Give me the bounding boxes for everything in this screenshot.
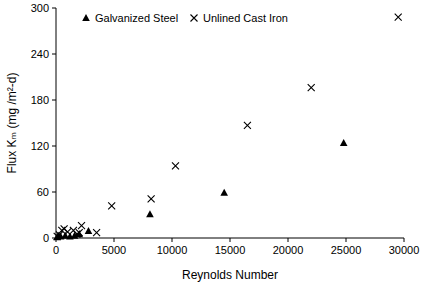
point bbox=[64, 228, 71, 235]
legend-marker bbox=[191, 15, 198, 22]
x-tick bbox=[346, 238, 347, 242]
point bbox=[54, 233, 61, 240]
point bbox=[58, 227, 65, 234]
legend-label: Unlined Cast Iron bbox=[203, 12, 288, 24]
x-tick bbox=[172, 238, 173, 242]
y-axis-label: Flux Kₘ (mg /m²-d) bbox=[5, 73, 19, 174]
x-axis-label: Reynolds Number bbox=[182, 268, 278, 282]
point bbox=[308, 84, 315, 91]
y-tick bbox=[52, 54, 56, 55]
point bbox=[93, 229, 100, 236]
x-tick-label: 15000 bbox=[215, 244, 246, 256]
x-tick bbox=[230, 238, 231, 242]
point bbox=[76, 229, 83, 236]
x-tick-label: 20000 bbox=[273, 244, 304, 256]
legend: Galvanized Steel Unlined Cast Iron bbox=[82, 12, 288, 24]
point bbox=[73, 231, 80, 238]
x-tick-label: 25000 bbox=[331, 244, 362, 256]
x-tick-label: 10000 bbox=[157, 244, 188, 256]
y-tick-label: 240 bbox=[31, 48, 49, 60]
chart-container: 0 5000 10000 15000 20000 25000 30000 0 60 120 180 2… bbox=[0, 0, 429, 286]
chart-svg: 0 5000 10000 15000 20000 25000 30000 0 60 120 180 2… bbox=[0, 0, 429, 286]
y-tick-label: 60 bbox=[37, 186, 49, 198]
x-tick-label: 5000 bbox=[102, 244, 126, 256]
series-0 bbox=[53, 139, 347, 240]
point bbox=[146, 210, 154, 217]
point bbox=[340, 139, 348, 146]
y-axis bbox=[56, 8, 57, 238]
y-tick-label: 300 bbox=[31, 2, 49, 14]
legend-label: Galvanized Steel bbox=[95, 12, 178, 24]
point bbox=[172, 162, 179, 169]
y-tick bbox=[52, 192, 56, 193]
point bbox=[395, 14, 402, 21]
point bbox=[148, 195, 155, 202]
background bbox=[0, 0, 429, 286]
point bbox=[220, 189, 228, 196]
point bbox=[85, 227, 93, 234]
legend-marker bbox=[82, 14, 90, 21]
series-1 bbox=[54, 14, 402, 240]
point bbox=[78, 222, 85, 229]
x-tick bbox=[404, 238, 405, 242]
point bbox=[108, 202, 115, 209]
y-tick-label: 120 bbox=[31, 140, 49, 152]
y-tick bbox=[52, 100, 56, 101]
y-tick bbox=[52, 146, 56, 147]
y-tick-label: 0 bbox=[43, 232, 49, 244]
x-tick-label: 0 bbox=[53, 244, 59, 256]
plot-area bbox=[53, 14, 401, 241]
x-tick bbox=[114, 238, 115, 242]
x-tick-label: 30000 bbox=[389, 244, 420, 256]
x-tick bbox=[288, 238, 289, 242]
point bbox=[244, 122, 251, 129]
y-tick bbox=[52, 8, 56, 9]
y-tick-label: 180 bbox=[31, 94, 49, 106]
